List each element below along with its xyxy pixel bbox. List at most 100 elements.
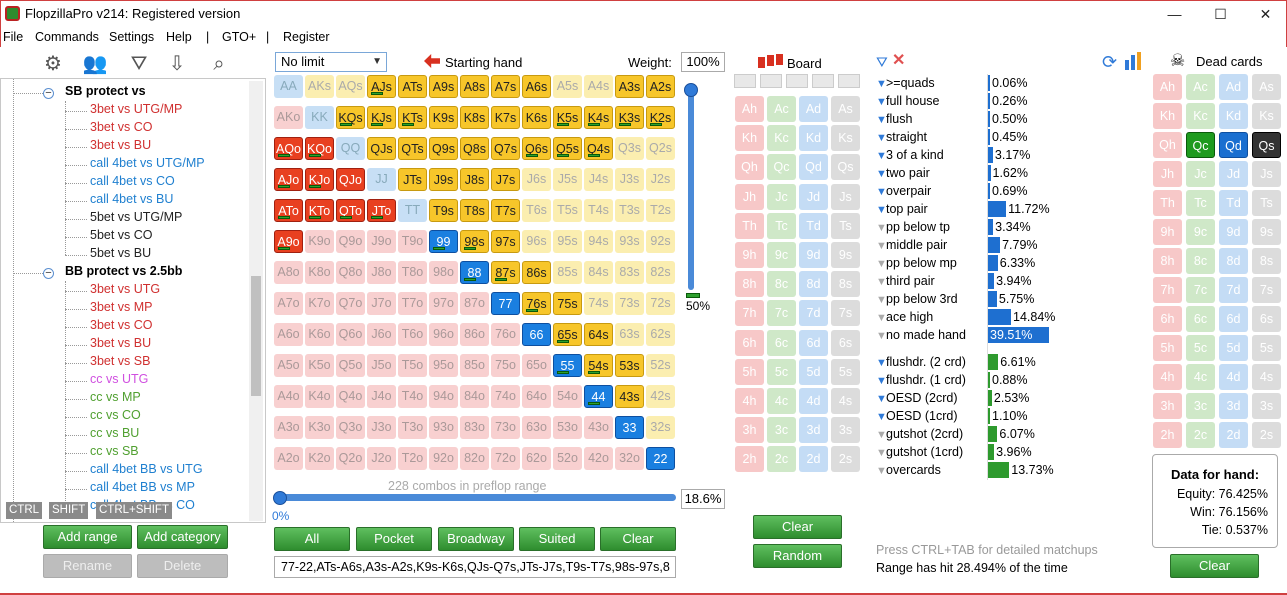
hand-cell[interactable]: T3o <box>398 416 427 439</box>
hand-cell[interactable]: J3s <box>615 168 644 191</box>
board-card[interactable]: Js <box>831 183 860 210</box>
hand-cell[interactable]: JTo <box>367 199 396 222</box>
dead-card[interactable]: Tc <box>1186 190 1215 216</box>
hand-cell[interactable]: 86s <box>522 261 551 284</box>
hand-cell[interactable]: K3s <box>615 106 644 129</box>
stat-row[interactable]: ▼full house <box>876 94 940 108</box>
hand-cell[interactable]: 54o <box>553 385 582 408</box>
hand-cell[interactable]: 44 <box>584 385 613 408</box>
hand-cell[interactable]: 94o <box>429 385 458 408</box>
hand-cell[interactable]: 82o <box>460 447 489 470</box>
hand-cell[interactable]: 84o <box>460 385 489 408</box>
tree-item[interactable]: 5bet vs UTG/MP <box>90 210 183 224</box>
dead-card[interactable]: Ah <box>1153 74 1182 100</box>
hand-cell[interactable]: 76s <box>522 292 551 315</box>
board-card[interactable]: 2d <box>799 446 828 473</box>
dead-card[interactable]: Qs <box>1252 132 1281 158</box>
range-text-field[interactable]: 77-22,ATs-A6s,A3s-A2s,K9s-K6s,QJs-Q7s,JT… <box>274 556 676 578</box>
dead-card[interactable]: 6s <box>1252 306 1281 332</box>
search-icon[interactable]: ⌕ <box>213 53 225 75</box>
filter-icon[interactable]: ⛛ <box>876 54 888 70</box>
hand-cell[interactable]: AA <box>274 75 303 98</box>
board-card[interactable]: Kh <box>735 125 764 152</box>
dead-card[interactable]: Kd <box>1219 103 1248 129</box>
dead-card[interactable]: Kc <box>1186 103 1215 129</box>
hand-cell[interactable]: AKs <box>305 75 334 98</box>
board-card[interactable]: Jh <box>735 183 764 210</box>
hand-cell[interactable]: 62o <box>522 447 551 470</box>
range-slider-track[interactable] <box>278 494 676 501</box>
board-card[interactable]: Qs <box>831 154 860 181</box>
hand-cell[interactable]: K2o <box>305 447 334 470</box>
hand-cell[interactable]: J9o <box>367 230 396 253</box>
hand-cell[interactable]: 97s <box>491 230 520 253</box>
hand-cell[interactable]: J9s <box>429 168 458 191</box>
hand-cell[interactable]: 87s <box>491 261 520 284</box>
hand-cell[interactable]: 85s <box>553 261 582 284</box>
hand-cell[interactable]: A2s <box>646 75 675 98</box>
board-slot[interactable] <box>760 74 782 88</box>
hand-cell[interactable]: J8s <box>460 168 489 191</box>
board-card[interactable]: Jc <box>767 183 796 210</box>
hand-cell[interactable]: Q5s <box>553 137 582 160</box>
hand-cell[interactable]: J6s <box>522 168 551 191</box>
dead-card[interactable]: 7d <box>1219 277 1248 303</box>
hand-cell[interactable]: 75s <box>553 292 582 315</box>
rename-button[interactable]: Rename <box>43 554 132 578</box>
stat-row[interactable]: ▼overpair <box>876 184 931 198</box>
hand-cell[interactable]: T8s <box>460 199 489 222</box>
hand-cell[interactable]: K8o <box>305 261 334 284</box>
hand-cell[interactable]: J4s <box>584 168 613 191</box>
filter-icon[interactable]: ▼ <box>876 357 887 369</box>
dead-card[interactable]: Jc <box>1186 161 1215 187</box>
hand-cell[interactable]: K6s <box>522 106 551 129</box>
filter-icon[interactable]: ▼ <box>876 96 887 108</box>
filter-icon[interactable]: ▼ <box>876 132 887 144</box>
board-card[interactable]: 9d <box>799 242 828 268</box>
chart-icon[interactable] <box>1124 52 1144 70</box>
hand-cell[interactable]: A7s <box>491 75 520 98</box>
dead-card[interactable]: Qd <box>1219 132 1248 158</box>
hand-cell[interactable]: QTo <box>336 199 365 222</box>
tree-item[interactable]: 3bet vs CO <box>90 120 153 134</box>
stat-row[interactable]: ▼two pair <box>876 166 930 180</box>
tree-item[interactable]: cc vs BU <box>90 426 140 440</box>
hand-cell[interactable]: AQo <box>274 137 303 160</box>
hand-cell[interactable]: J5s <box>553 168 582 191</box>
tree-item[interactable]: call 4bet BB vs MP <box>90 480 195 494</box>
tree-item[interactable]: call 4bet vs BU <box>90 192 174 206</box>
stat-row[interactable]: ▼straight <box>876 130 927 144</box>
board-card[interactable]: 6h <box>735 329 764 356</box>
stat-row[interactable]: ▼pp below 3rd <box>876 292 958 306</box>
board-card[interactable]: 7d <box>799 300 828 327</box>
board-card[interactable]: Ac <box>767 96 796 122</box>
hand-cell[interactable]: 22 <box>646 447 675 470</box>
dead-card[interactable]: As <box>1252 74 1281 100</box>
board-card[interactable]: 6c <box>767 329 796 356</box>
hand-cell[interactable]: 32o <box>615 447 644 470</box>
hand-cell[interactable]: 84s <box>584 261 613 284</box>
hand-cell[interactable]: 64o <box>522 385 551 408</box>
hand-cell[interactable]: T6o <box>398 323 427 346</box>
hand-cell[interactable]: A4o <box>274 385 303 408</box>
dead-card[interactable]: 3h <box>1153 393 1182 419</box>
add-category-button[interactable]: Add category <box>137 525 228 549</box>
hand-cell[interactable]: 92s <box>646 230 675 253</box>
hand-cell[interactable]: Q6s <box>522 137 551 160</box>
dead-card[interactable]: 9c <box>1186 219 1215 245</box>
filter-icon[interactable]: ▼ <box>876 447 887 459</box>
hand-cell[interactable]: 95o <box>429 354 458 377</box>
board-card[interactable]: 4h <box>735 388 764 414</box>
board-card[interactable]: 6d <box>799 329 828 356</box>
tree-item[interactable]: call 4bet vs UTG/MP <box>90 156 205 170</box>
stat-row[interactable]: ▼flushdr. (2 crd) <box>876 355 966 369</box>
hand-cell[interactable]: 63o <box>522 416 551 439</box>
hand-cell[interactable]: T3s <box>615 199 644 222</box>
hand-cell[interactable]: 97o <box>429 292 458 315</box>
hand-cell[interactable]: 74s <box>584 292 613 315</box>
board-card[interactable]: Qc <box>767 154 796 181</box>
dead-card[interactable]: 7s <box>1252 277 1281 303</box>
hand-cell[interactable]: 52o <box>553 447 582 470</box>
board-card[interactable]: 8h <box>735 271 764 298</box>
filter-add-icon[interactable]: ⛛ <box>130 53 148 75</box>
